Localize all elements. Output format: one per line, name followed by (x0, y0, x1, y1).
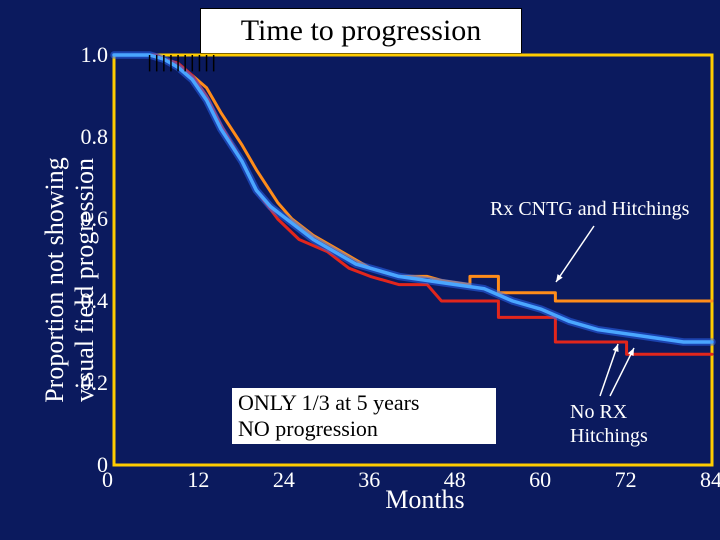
x-tick-label: 60 (529, 467, 551, 493)
y-tick-label: 1.0 (81, 42, 109, 68)
x-tick-label: 72 (615, 467, 637, 493)
plot-svg (0, 0, 720, 540)
y-tick-label: 0.2 (81, 370, 109, 396)
x-tick-label: 24 (273, 467, 295, 493)
x-tick-label: 84 (700, 467, 720, 493)
annotation-rx-cntg: Rx CNTG and Hitchings (490, 197, 689, 221)
x-axis-label: Months (305, 485, 544, 515)
x-tick-label: 36 (358, 467, 380, 493)
slide: Time to progression Proportion not showi… (0, 0, 720, 540)
y-tick-label: 0.8 (81, 124, 109, 150)
x-tick-label: 12 (187, 467, 209, 493)
x-tick-label: 48 (444, 467, 466, 493)
annotation-no-rx: No RXHitchings (570, 400, 648, 448)
x-tick-label: 0 (102, 467, 113, 493)
y-tick-label: 0.4 (81, 288, 109, 314)
annotation-only-one-third: ONLY 1/3 at 5 yearsNO progression (232, 388, 496, 444)
y-tick-label: 0.6 (81, 206, 109, 232)
